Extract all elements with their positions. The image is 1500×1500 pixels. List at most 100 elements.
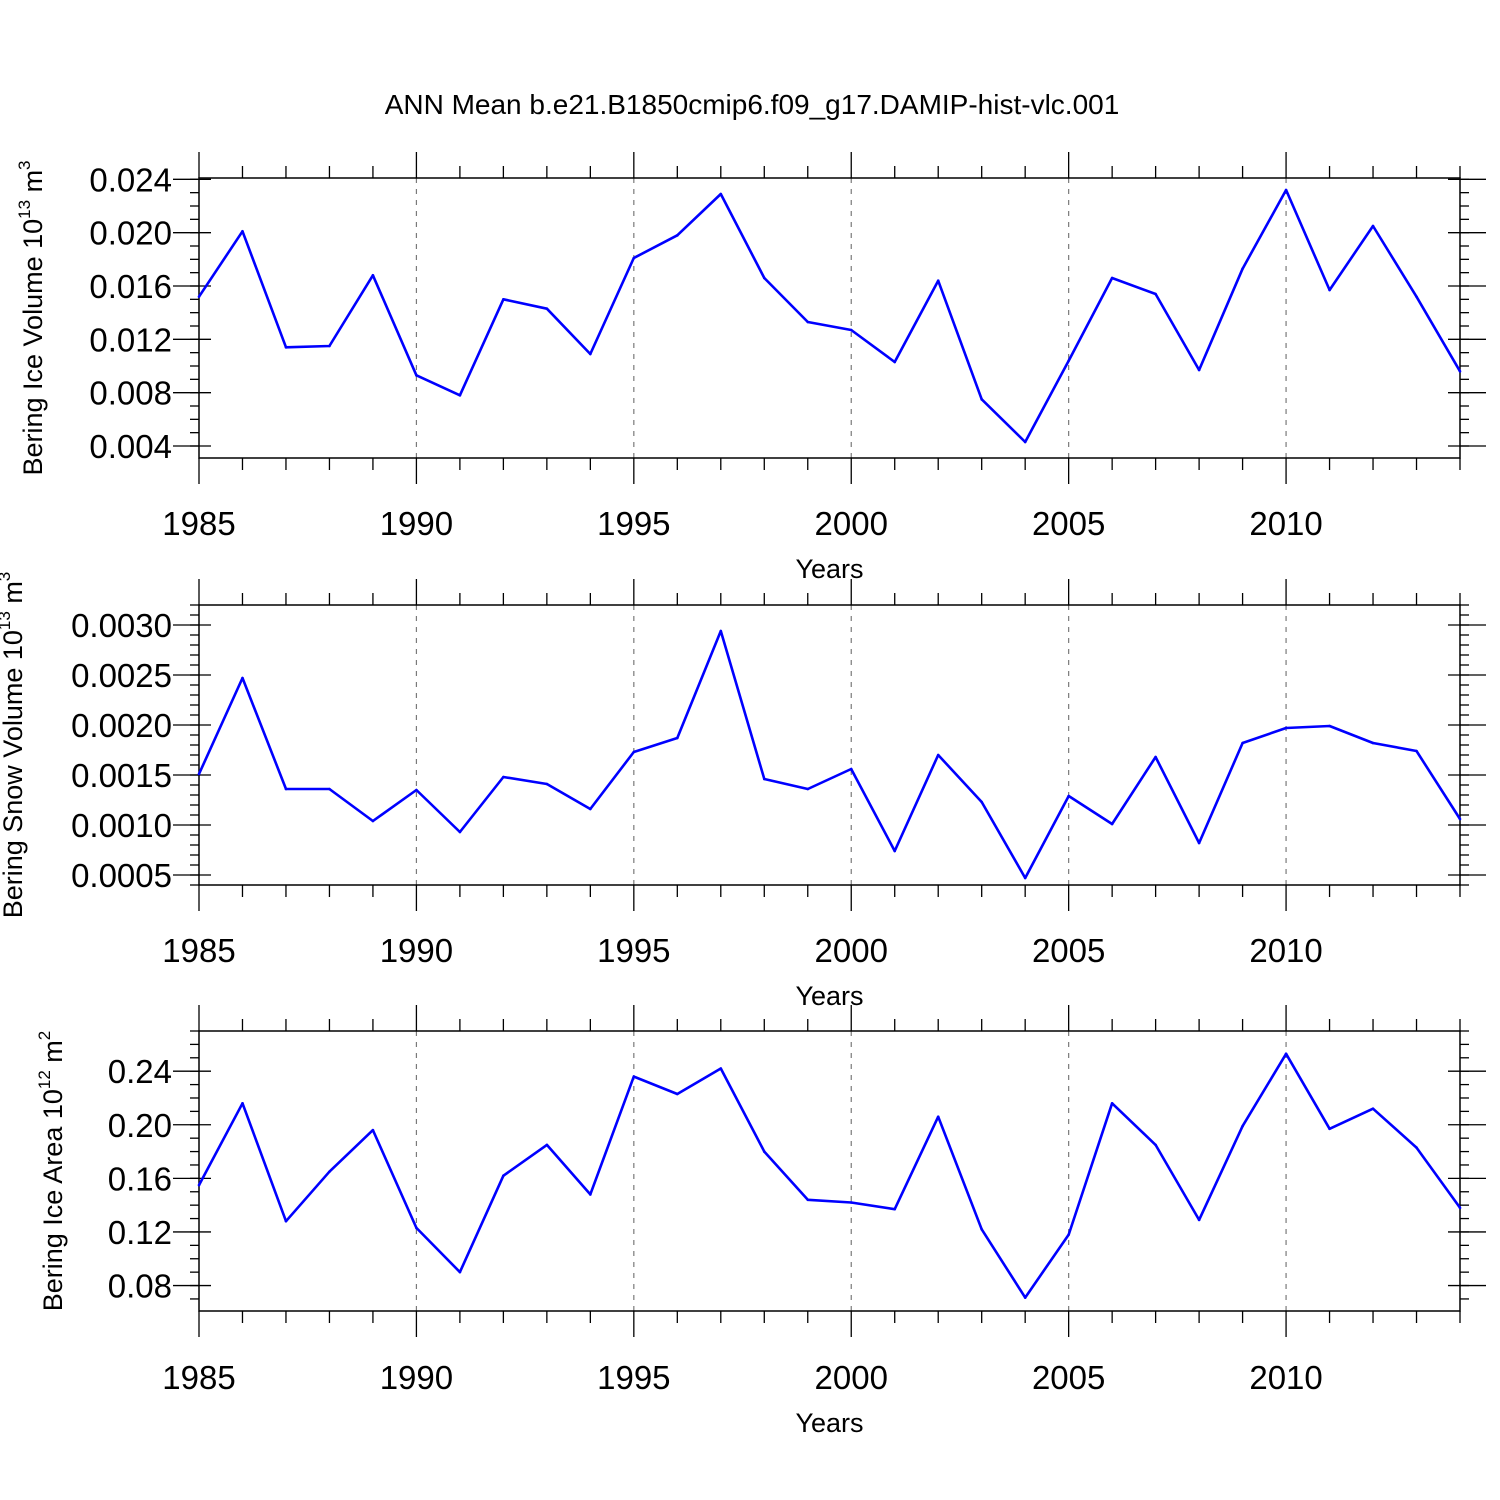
data-point <box>589 807 592 811</box>
data-point <box>1067 794 1070 798</box>
y-tick-label: 0.0005 <box>71 857 172 894</box>
data-point <box>197 1183 201 1187</box>
data-point <box>502 298 505 301</box>
data-point <box>1241 1124 1244 1128</box>
data-point <box>849 328 853 332</box>
data-point <box>1197 841 1201 845</box>
x-tick-label: 1985 <box>162 932 235 969</box>
panel-3: 0.08 0.12 0.16 0.20 0.24 1985 1990 1995 2000 2005… <box>35 1005 1486 1438</box>
y-tick-label: 0.0020 <box>71 707 172 744</box>
x-tick-label: 1990 <box>380 1359 453 1396</box>
data-point <box>676 234 679 237</box>
data-point <box>458 830 462 834</box>
y-axis-label: Bering Ice Area 1012 m2 <box>35 1031 68 1312</box>
y-tick-label: 0.08 <box>108 1268 172 1305</box>
data-point <box>1023 440 1027 444</box>
x-tick-label: 2010 <box>1249 1359 1322 1396</box>
data-point <box>371 1128 375 1132</box>
data-point <box>284 787 288 791</box>
x-tick-label: 1985 <box>162 1359 235 1396</box>
data-point <box>589 1193 592 1196</box>
data-point <box>1284 188 1288 192</box>
x-tick-label: 1985 <box>162 505 235 542</box>
data-point <box>980 800 983 804</box>
data-point <box>197 772 201 776</box>
data-point <box>936 1115 940 1119</box>
y-tick-label: 0.0025 <box>71 657 172 694</box>
data-point <box>502 775 505 779</box>
x-axis-label: Years <box>795 554 863 584</box>
y-axis-label: Bering Snow Volume 1013 m3 <box>0 572 28 919</box>
series-line <box>197 1052 1462 1299</box>
data-point <box>1458 817 1462 821</box>
x-tick-label: 1995 <box>597 1359 670 1396</box>
data-point <box>719 192 723 196</box>
data-point <box>241 1102 244 1105</box>
data-point <box>1415 295 1418 298</box>
y-tick-label: 0.0010 <box>71 807 172 844</box>
data-point <box>328 344 331 348</box>
data-point <box>1110 276 1114 280</box>
data-point <box>1154 1143 1157 1147</box>
data-point <box>415 788 418 792</box>
panel-1: 0.004 0.008 0.012 0.016 0.020 0.024 1985 1990 19… <box>15 152 1486 584</box>
data-point <box>1458 1206 1462 1210</box>
x-tick-label: 1995 <box>597 932 670 969</box>
data-point <box>980 1227 983 1231</box>
data-point <box>1371 1107 1375 1111</box>
data-point <box>936 279 940 282</box>
data-point <box>458 394 462 397</box>
x-axis-label: Years <box>795 1408 863 1438</box>
data-point <box>676 1092 679 1096</box>
y-tick-label: 0.24 <box>108 1053 172 1090</box>
data-point <box>1371 224 1375 228</box>
data-point <box>1241 741 1244 745</box>
data-point <box>328 787 331 791</box>
x-tick-label: 2000 <box>815 1359 888 1396</box>
data-point <box>415 1226 418 1230</box>
data-point <box>762 276 766 280</box>
data-point <box>849 767 853 771</box>
data-point <box>1067 359 1070 362</box>
data-point <box>458 1270 462 1274</box>
y-tick-label: 0.20 <box>108 1107 172 1144</box>
data-point <box>1458 370 1462 373</box>
data-point <box>1284 1052 1288 1056</box>
y-tick-label: 0.12 <box>108 1214 172 1251</box>
data-point <box>1328 288 1331 292</box>
x-tick-label: 2005 <box>1032 932 1105 969</box>
data-point <box>1371 741 1375 745</box>
x-tick-label: 2010 <box>1249 932 1322 969</box>
data-point <box>241 230 244 233</box>
y-tick-label: 0.016 <box>89 268 172 305</box>
panel-2: 0.0005 0.0010 0.0015 0.0020 0.0025 0.0030 1985… <box>0 572 1486 1011</box>
y-tick-label: 0.012 <box>89 321 172 358</box>
data-point <box>1110 822 1114 826</box>
data-point <box>545 1143 549 1147</box>
data-point <box>371 274 375 277</box>
x-tick-label: 1995 <box>597 505 670 542</box>
x-tick-label: 2000 <box>815 505 888 542</box>
data-point <box>1241 267 1244 270</box>
data-point <box>806 787 810 791</box>
y-tick-label: 0.020 <box>89 215 172 252</box>
data-point <box>676 736 679 740</box>
data-point <box>241 676 244 680</box>
data-point <box>284 1219 288 1223</box>
x-tick-label: 2005 <box>1032 505 1105 542</box>
figure-title: ANN Mean b.e21.B1850cmip6.f09_g17.DAMIP-… <box>385 89 1120 120</box>
data-point <box>1197 368 1201 372</box>
y-tick-label: 0.004 <box>89 428 172 465</box>
y-tick-label: 0.0030 <box>71 607 172 644</box>
data-point <box>1284 726 1288 730</box>
data-point <box>197 295 201 298</box>
series-line <box>197 188 1462 444</box>
data-point <box>632 256 636 260</box>
y-tick-label: 0.0015 <box>71 757 172 794</box>
data-point <box>1328 724 1331 728</box>
x-tick-label: 2005 <box>1032 1359 1105 1396</box>
data-point <box>1067 1233 1070 1236</box>
data-point <box>1197 1218 1201 1222</box>
data-point <box>415 374 418 377</box>
